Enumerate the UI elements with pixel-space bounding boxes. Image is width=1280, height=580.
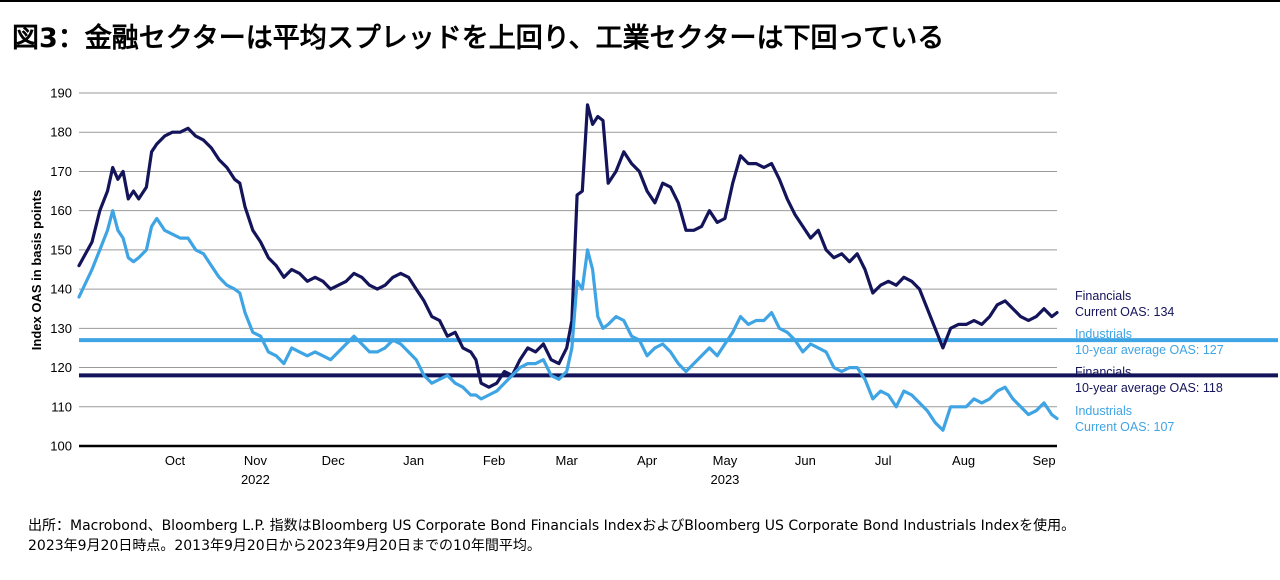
top-rule — [0, 0, 1280, 2]
x-tick-label: May — [713, 453, 738, 468]
y-tick-label: 100 — [50, 439, 72, 454]
y-tick-label: 120 — [50, 360, 72, 375]
x-tick-label: Jul — [875, 453, 892, 468]
source-note: 出所：Macrobond、Bloomberg L.P. 指数はBloomberg… — [28, 516, 1075, 556]
y-axis-ticks: 100 110 120 130 140 150 160 170 180 190 — [50, 86, 72, 454]
x-tick-label: Oct — [165, 453, 186, 468]
source-line-1: 出所：Macrobond、Bloomberg L.P. 指数はBloomberg… — [28, 518, 1076, 534]
y-tick-label: 170 — [50, 164, 72, 179]
gridlines — [79, 92, 1057, 448]
line-chart: 100 110 120 130 140 150 160 170 180 190 Oct Nov Dec… — [29, 86, 1278, 487]
annotation-title: Financials — [1075, 289, 1131, 303]
y-tick-label: 140 — [50, 282, 72, 297]
annotation-title: Industrials — [1075, 327, 1132, 341]
y-tick-label: 150 — [50, 242, 72, 257]
annotation-value: 10-year average OAS: 127 — [1075, 343, 1224, 357]
x-axis-ticks: Oct Nov Dec Jan Feb Mar Apr May Jun Jul Aug Sep 2022… — [165, 453, 1056, 487]
series-line-industrials — [77, 209, 1059, 432]
y-tick-label: 110 — [51, 399, 72, 414]
annotation-title: Industrials — [1075, 404, 1132, 418]
data-series — [77, 103, 1059, 432]
annotation-value: Current OAS: 107 — [1075, 420, 1174, 434]
x-tick-label: Nov — [244, 453, 268, 468]
y-tick-label: 190 — [50, 86, 72, 101]
annotation-value: Current OAS: 134 — [1075, 305, 1174, 319]
x-tick-label: Aug — [952, 453, 975, 468]
annotation-value: 10-year average OAS: 118 — [1075, 381, 1223, 395]
year-label: 2022 — [241, 472, 270, 487]
chart-title: 図3：金融セクターは平均スプレッドを上回り、工業セクターは下回っている — [12, 23, 945, 54]
year-label: 2023 — [710, 472, 739, 487]
x-tick-label: Jun — [795, 453, 816, 468]
average-lines — [79, 338, 1278, 378]
x-tick-label: Sep — [1032, 453, 1055, 468]
y-axis-label: Index OAS in basis points — [29, 190, 44, 350]
y-tick-label: 180 — [50, 125, 72, 140]
y-tick-label: 160 — [50, 203, 72, 218]
x-tick-label: Jan — [403, 453, 424, 468]
x-tick-label: Dec — [322, 453, 346, 468]
x-tick-label: Mar — [556, 453, 579, 468]
annotation-title: Financials — [1075, 365, 1131, 379]
series-annotations: Financials Current OAS: 134 Industrials 10-… — [1075, 289, 1224, 434]
source-line-2: 2023年9月20日時点。2013年9月20日から2023年9月20日までの10… — [28, 538, 541, 554]
x-tick-label: Feb — [483, 453, 505, 468]
x-tick-label: Apr — [637, 453, 658, 468]
y-tick-label: 130 — [50, 321, 72, 336]
series-line-financials — [77, 103, 1059, 389]
